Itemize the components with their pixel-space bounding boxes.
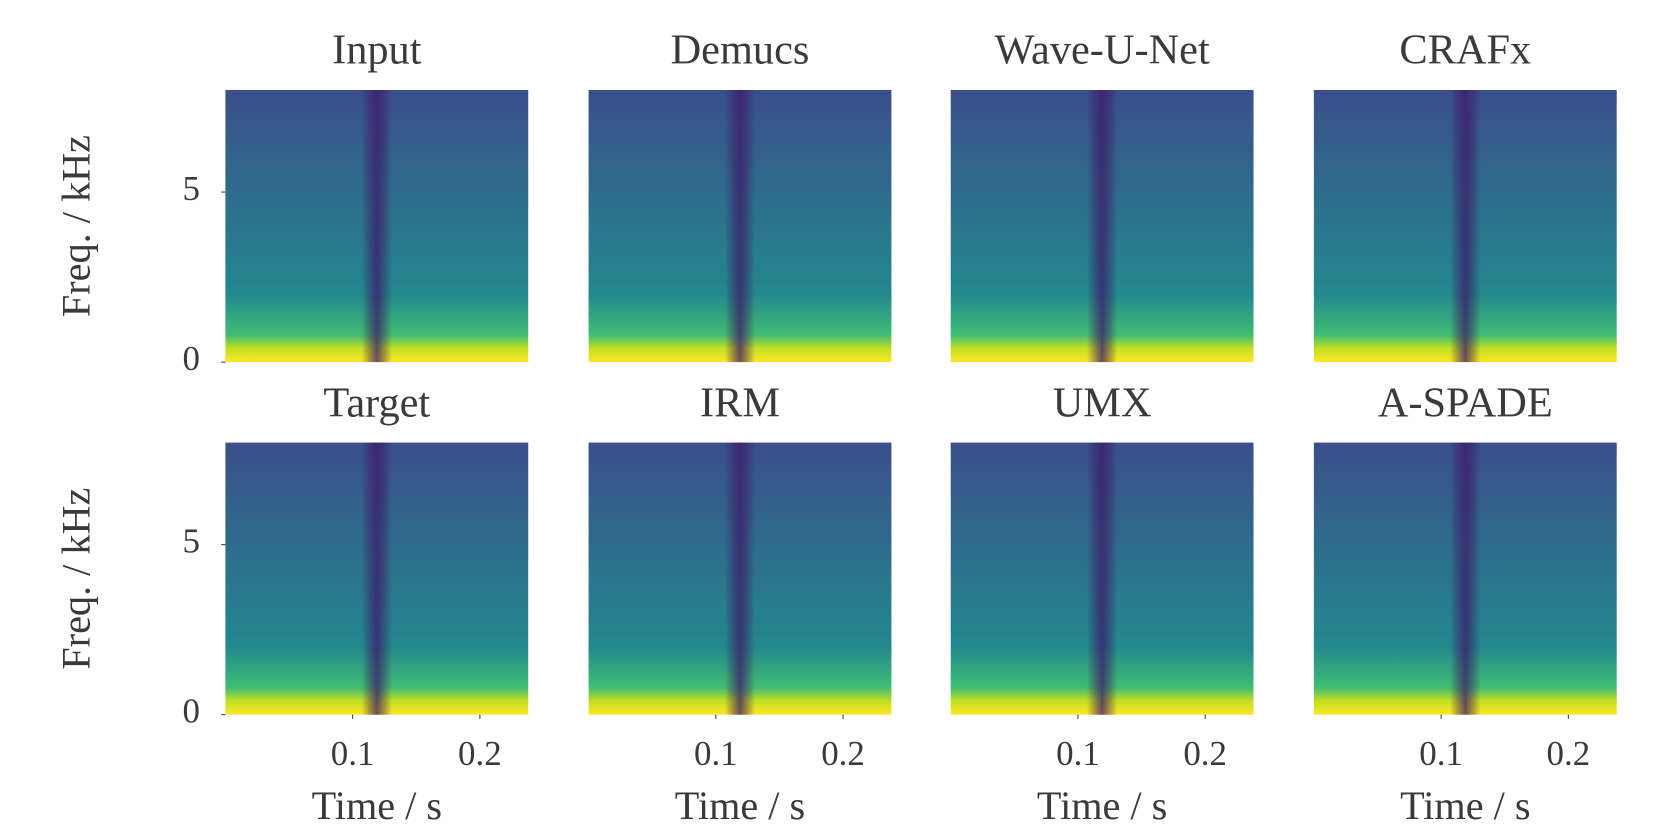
x-tick-label: 0.1 bbox=[1419, 734, 1463, 773]
panel-title: CRAFx bbox=[1399, 27, 1531, 74]
x-tick-label: 0.1 bbox=[1056, 734, 1100, 773]
spectrogram-onset bbox=[724, 442, 756, 715]
panel-title: Demucs bbox=[671, 27, 810, 74]
x-tick-label: 0.1 bbox=[694, 734, 738, 773]
y-tick-label: 5 bbox=[183, 169, 200, 208]
spectrogram-onset bbox=[361, 90, 392, 363]
spectrogram-onset bbox=[724, 90, 756, 363]
x-axis-label: Time / s bbox=[675, 783, 805, 828]
y-tick-label: 0 bbox=[183, 339, 200, 378]
y-axis-label: Freq. / kHz bbox=[54, 488, 99, 670]
x-tick-label: 0.2 bbox=[1547, 734, 1591, 773]
x-tick-label: 0.2 bbox=[458, 734, 502, 773]
panel-title: UMX bbox=[1053, 379, 1152, 426]
x-tick-label: 0.2 bbox=[821, 734, 865, 773]
y-axis-label: Freq. / kHz bbox=[54, 135, 99, 317]
x-tick-label: 0.2 bbox=[1183, 734, 1227, 773]
spectrogram-onset bbox=[1450, 442, 1481, 715]
y-tick-label: 5 bbox=[183, 522, 200, 561]
panel-title: Input bbox=[332, 27, 422, 74]
x-axis-label: Time / s bbox=[1037, 783, 1167, 828]
panel-title: Wave-U-Net bbox=[994, 27, 1209, 74]
panel-title: IRM bbox=[700, 379, 780, 426]
panel-title: Target bbox=[323, 379, 430, 426]
panel-title: A-SPADE bbox=[1378, 379, 1553, 426]
x-tick-label: 0.1 bbox=[331, 734, 375, 773]
spectrogram-onset bbox=[1450, 90, 1481, 363]
y-tick-label: 0 bbox=[183, 692, 200, 731]
spectrogram-onset bbox=[1086, 90, 1118, 363]
x-axis-label: Time / s bbox=[1400, 783, 1530, 828]
spectrogram-onset bbox=[1086, 442, 1118, 715]
spectrogram-onset bbox=[361, 442, 392, 715]
x-axis-label: Time / s bbox=[312, 783, 442, 828]
